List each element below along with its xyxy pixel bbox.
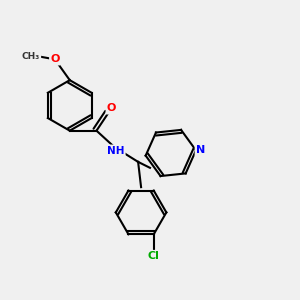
Text: O: O [107, 103, 116, 113]
Text: CH₃: CH₃ [22, 52, 40, 61]
Text: Cl: Cl [148, 251, 160, 261]
Text: O: O [50, 54, 60, 64]
Text: NH: NH [107, 146, 124, 156]
Text: N: N [196, 145, 205, 155]
